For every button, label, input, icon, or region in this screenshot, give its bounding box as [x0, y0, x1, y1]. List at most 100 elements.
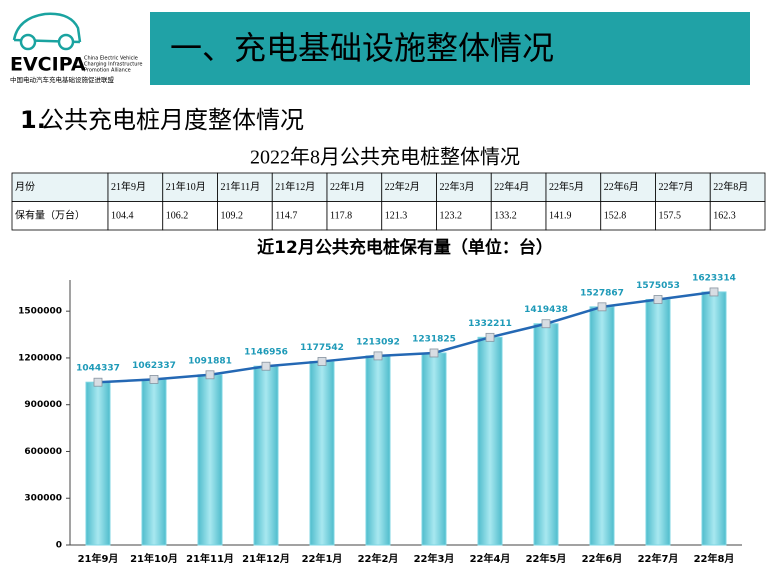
table-cell: [436, 172, 492, 202]
table-header-cell: 22年8月: [713, 180, 748, 193]
bar: [589, 306, 615, 546]
table-header-cell: 21年11月: [221, 180, 261, 193]
x-tick-label: 22年1月: [302, 552, 343, 565]
bar: [421, 352, 447, 546]
data-label: 1527867: [580, 288, 624, 298]
x-tick-label: 21年11月: [186, 552, 234, 565]
bar: [701, 291, 727, 546]
y-tick-label: 900000: [24, 400, 62, 410]
bar: [253, 365, 279, 546]
table-header-cell: 21年10月: [166, 180, 206, 193]
x-tick-label: 22年7月: [638, 552, 679, 565]
line-marker: [485, 332, 495, 342]
section-title: 公共充电桩月度整体情况: [40, 106, 304, 134]
table-header-cell: 21年9月: [111, 180, 146, 193]
table-cell: [655, 201, 711, 231]
table-header-cell: 22年6月: [604, 180, 639, 193]
chart-title: 近12月公共充电桩保有量（单位：台）: [257, 237, 553, 258]
line-marker: [261, 361, 271, 371]
bar: [533, 323, 559, 546]
table-cell-text: 157.5: [659, 210, 682, 221]
table-cell: [107, 201, 164, 231]
logo: EVCIPA China Electric Vehicle Charging I…: [10, 12, 142, 84]
table-cell: [436, 201, 492, 231]
table: 月份 21年9月 21年10月 21年11月 21年12月 22年1月 22年2月 22年3月…: [11, 172, 766, 231]
x-tick-label: 22年6月: [582, 552, 623, 565]
logo-wheel: [19, 33, 37, 51]
x-tick-label: 22年8月: [694, 552, 735, 565]
x-tick-label: 22年5月: [526, 552, 567, 565]
table-header-cell: 22年1月: [330, 180, 365, 193]
title-bar: [150, 12, 750, 85]
line-marker: [597, 302, 607, 312]
logo-cn: 中国电动汽车充电基础设施促进联盟: [10, 75, 115, 84]
data-label: 1332211: [468, 319, 512, 329]
table-cell-text: 121.3: [385, 210, 408, 221]
x-tick-label: 21年12月: [242, 552, 290, 565]
line-marker: [373, 351, 383, 361]
y-tick-label: 600000: [24, 447, 62, 457]
table-header-cell: 21年12月: [275, 180, 315, 193]
logo-subtitle: China Electric Vehicle: [84, 56, 138, 62]
x-tick-label: 21年9月: [78, 552, 119, 565]
x-tick-label: 22年3月: [414, 552, 455, 565]
line-marker: [653, 295, 663, 304]
table-header-cell: 22年5月: [549, 180, 584, 193]
line-marker: [93, 377, 103, 387]
line-marker: [149, 375, 159, 384]
table-cell: [545, 201, 602, 231]
data-label: 1146956: [244, 348, 288, 358]
y-tick-label: 1200000: [18, 353, 62, 363]
slide-title: 一、充电基础设施整体情况: [170, 29, 554, 67]
table-cell: [11, 201, 109, 231]
table-cell-text: 109.2: [221, 210, 244, 221]
table-cell-text: 162.3: [713, 210, 736, 221]
table-cell: [545, 172, 602, 202]
table-header-cell: 22年4月: [494, 180, 529, 193]
line-marker: [709, 287, 719, 297]
table-header-cell: 22年3月: [440, 180, 475, 193]
table-cell-text: 106.2: [166, 210, 189, 221]
bar: [309, 360, 335, 546]
table-header-cell: 月份: [15, 181, 35, 193]
x-tick-label: 22年2月: [358, 552, 399, 565]
table-cell: [326, 172, 383, 202]
table-cell-text: 123.2: [440, 210, 463, 221]
data-label: 1091881: [188, 356, 232, 366]
data-label: 1213092: [356, 337, 400, 347]
data-label: 1575053: [636, 281, 680, 291]
table-cell: [162, 201, 218, 231]
logo-text: EVCIPA: [10, 54, 86, 76]
table-cell-text: 114.7: [275, 210, 297, 221]
data-label: 1623314: [692, 273, 736, 283]
line-marker: [541, 319, 551, 329]
logo-subtitle: Charging Infrastructure: [84, 62, 142, 68]
table-cell-text: 133.2: [494, 210, 517, 221]
bar: [141, 378, 167, 546]
section-number: 1.: [20, 106, 46, 134]
table-cell-text: 152.8: [604, 210, 627, 221]
table-cell: [381, 201, 437, 231]
line-marker: [205, 370, 215, 380]
table-cell-text: 保有量（万台）: [15, 208, 85, 221]
table-cell: [709, 201, 766, 231]
chart: 0 300000 600000 900000 1200000 1500000 21年9月 21…: [18, 273, 742, 565]
line-marker: [429, 348, 439, 358]
line: [97, 290, 715, 384]
logo-subtitle: Promotion Alliance: [84, 68, 131, 74]
bar: [645, 298, 671, 546]
x-tick-label: 22年4月: [470, 552, 511, 565]
table-header-cell: 22年2月: [385, 180, 420, 193]
x-tick-label: 21年10月: [130, 552, 178, 565]
data-label: 1231825: [412, 334, 456, 344]
bar: [477, 336, 503, 546]
table-cell-text: 117.8: [330, 210, 352, 221]
bar: [365, 355, 391, 546]
table-cell: [217, 201, 273, 231]
data-label: 1044337: [76, 364, 120, 374]
data-label: 1062337: [132, 361, 176, 371]
table-cell: [11, 172, 109, 202]
table-title: 2022年8月公共充电桩整体情况: [250, 146, 520, 169]
y-tick-label: 300000: [24, 494, 62, 504]
y-tick-label: 1500000: [18, 307, 62, 317]
